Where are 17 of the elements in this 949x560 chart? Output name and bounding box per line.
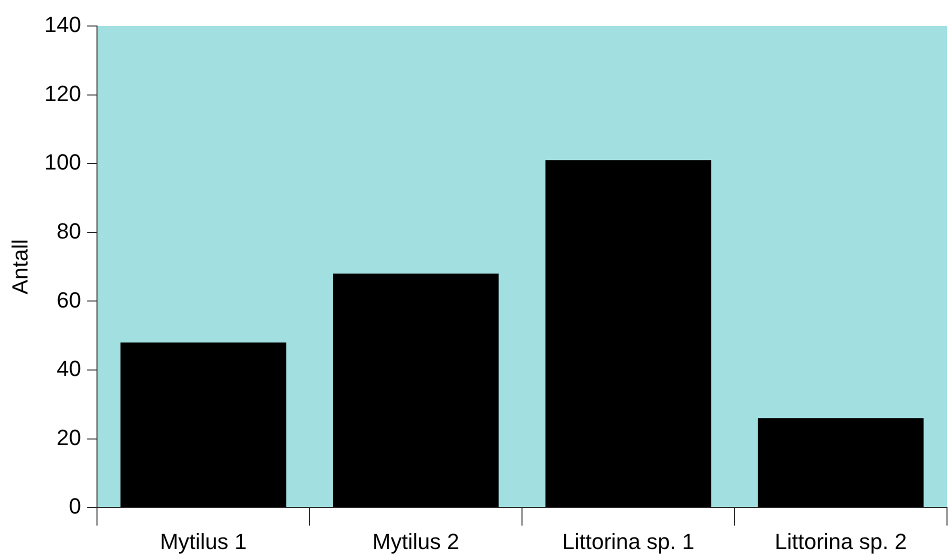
y-tick-label: 140 bbox=[44, 12, 82, 38]
y-tick-label: 100 bbox=[44, 150, 82, 175]
x-tick-label: Littorina sp. 2 bbox=[774, 528, 907, 554]
bar bbox=[758, 418, 924, 508]
y-tick-label: 120 bbox=[44, 80, 82, 106]
y-tick-label: 60 bbox=[56, 287, 82, 312]
bar bbox=[545, 160, 712, 508]
y-tick-label: 20 bbox=[56, 424, 82, 450]
y-tick-label: 80 bbox=[56, 218, 82, 244]
y-tick-label: 40 bbox=[56, 356, 82, 382]
bar bbox=[120, 342, 286, 508]
x-tick-label: Mytilus 2 bbox=[372, 528, 460, 554]
x-tick-label: Mytilus 1 bbox=[160, 528, 247, 554]
y-axis-title: Antall bbox=[7, 239, 32, 294]
bar bbox=[332, 274, 499, 508]
x-tick-label: Littorina sp. 1 bbox=[562, 528, 694, 554]
y-tick-label: 0 bbox=[68, 494, 82, 519]
